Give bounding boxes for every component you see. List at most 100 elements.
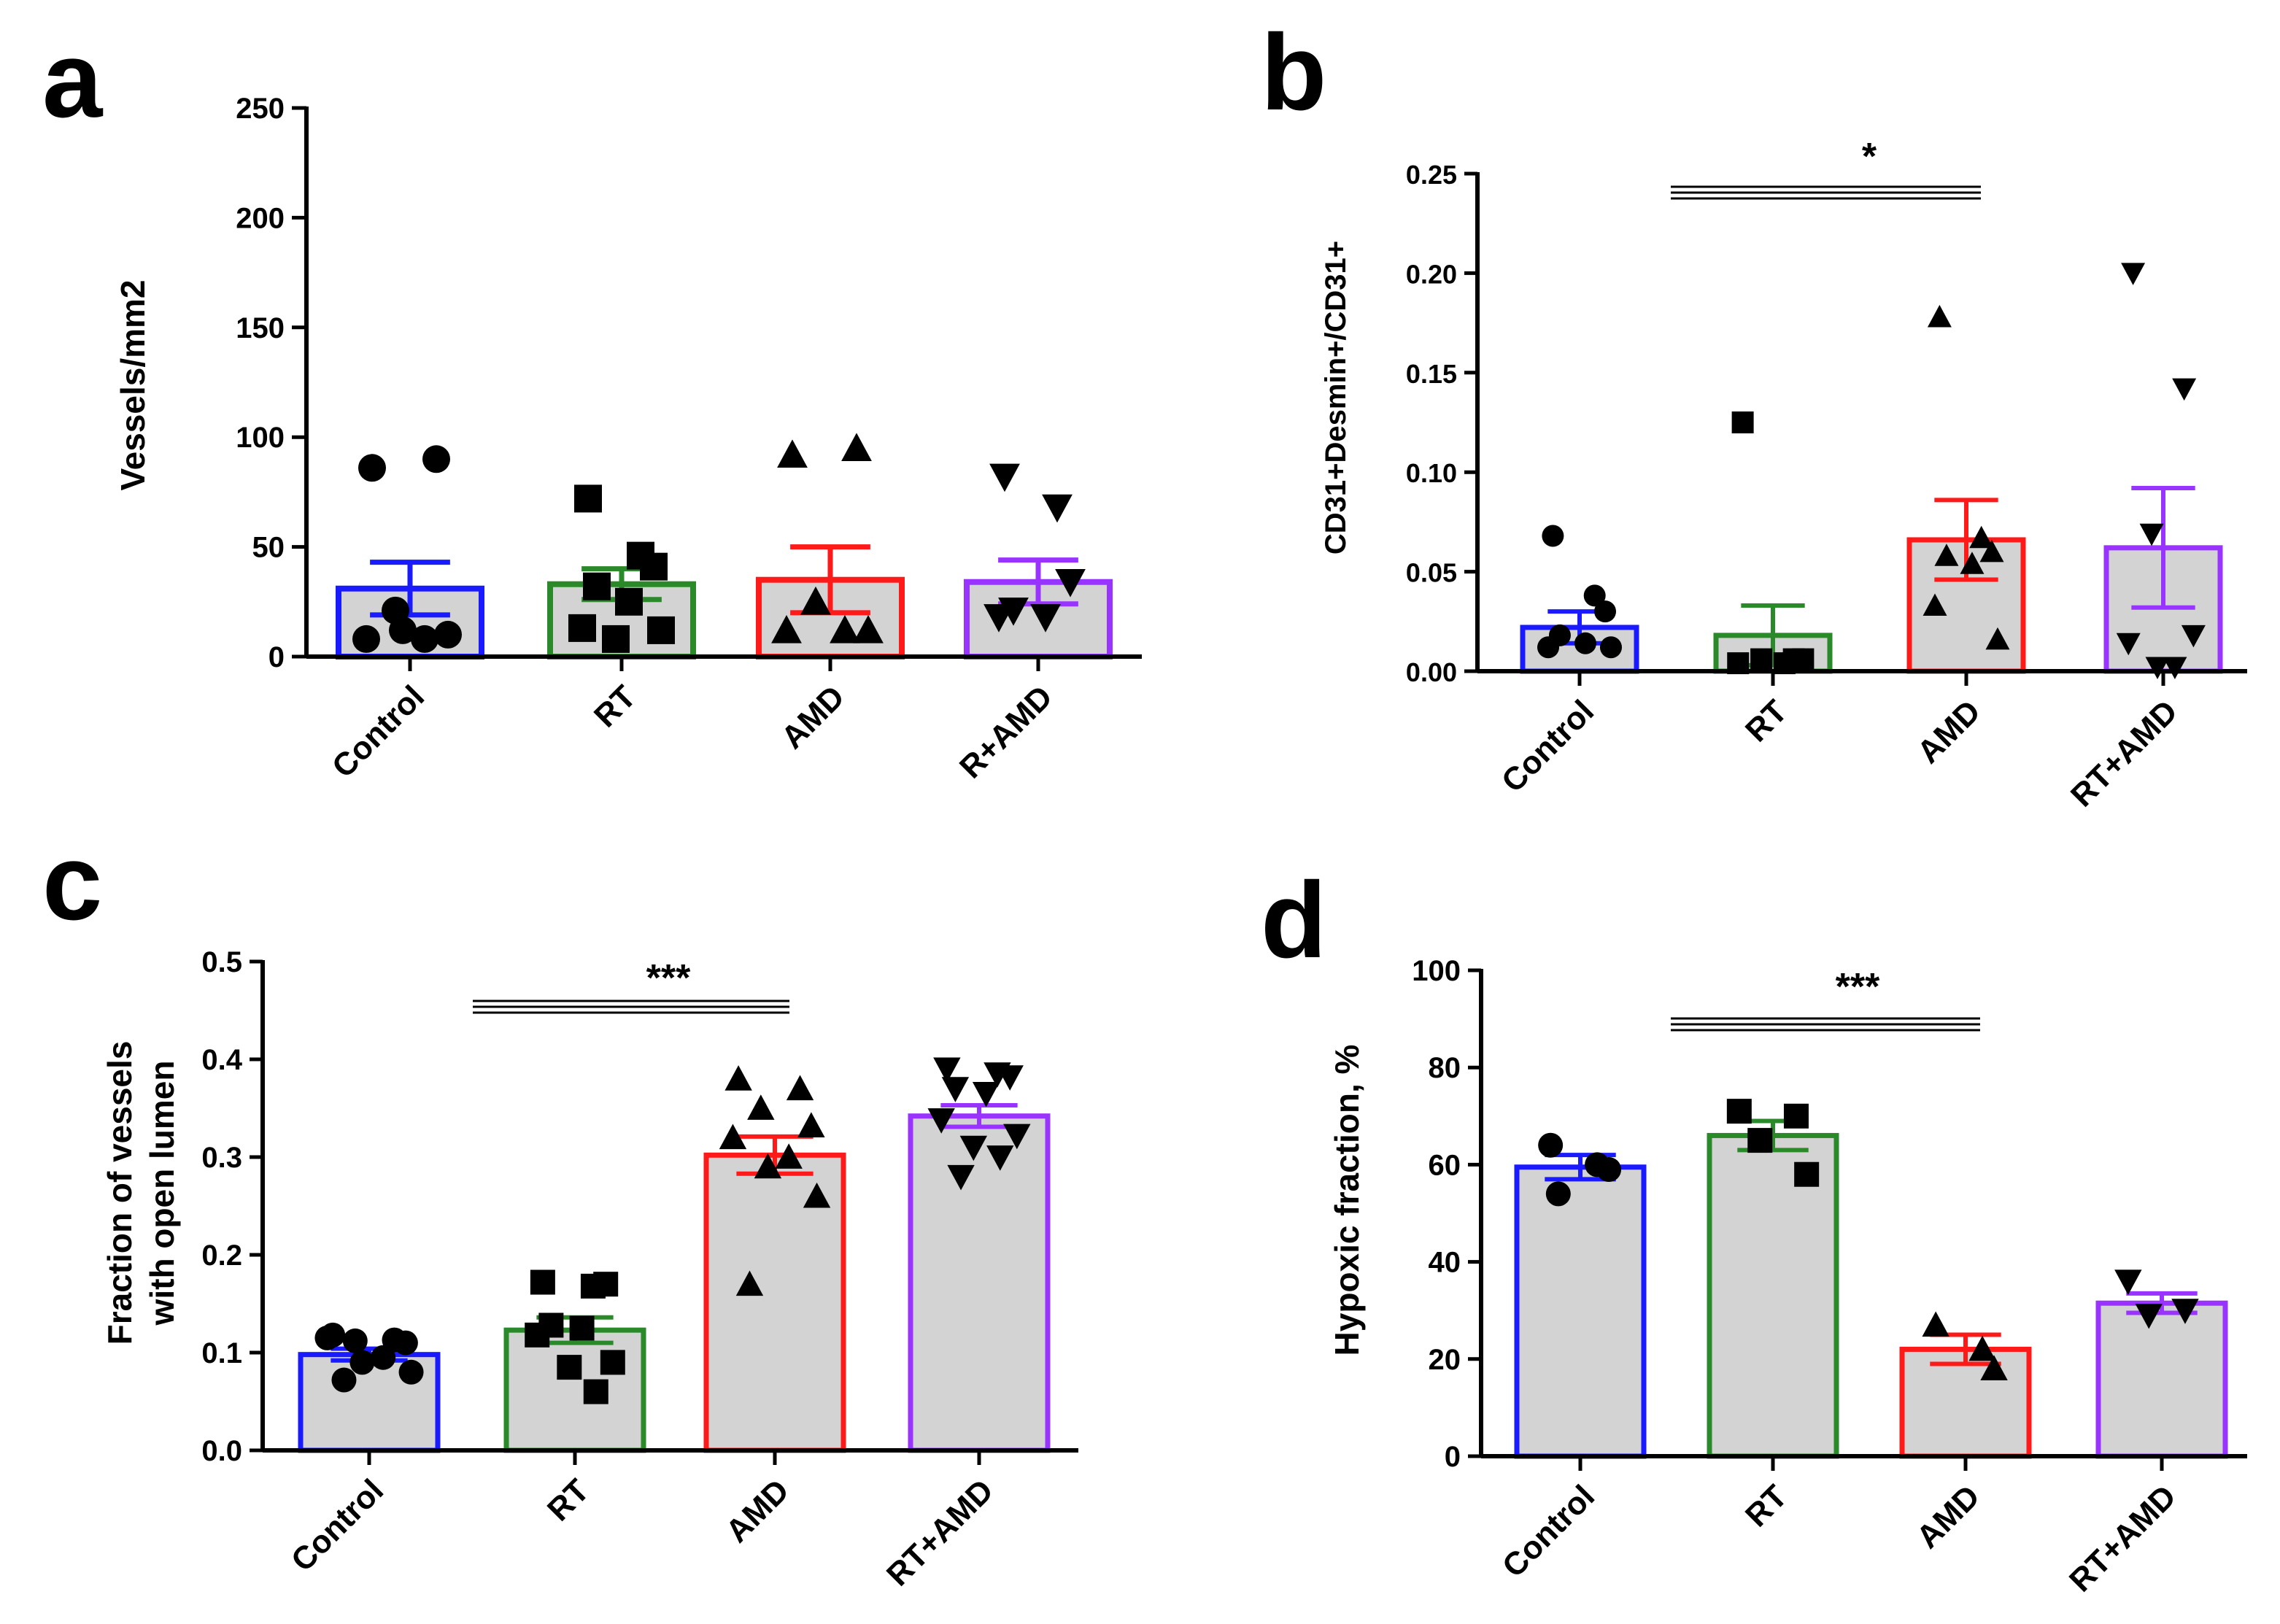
data-point-c-1-2	[593, 1272, 619, 1297]
data-point-d-0-2	[1596, 1157, 1622, 1183]
data-point-d-0-0	[1538, 1132, 1564, 1158]
data-point-b-2-6	[1985, 627, 2010, 650]
data-point-c-2-1	[786, 1075, 814, 1101]
data-point-c-2-0	[724, 1065, 752, 1091]
data-point-c-3-9	[947, 1164, 975, 1191]
data-point-a-3-2	[1055, 568, 1086, 598]
panel-b-y-tick-label: 0.25	[1406, 160, 1457, 190]
panel-a-y-tick-label: 100	[236, 422, 285, 454]
data-point-c-2-7	[803, 1182, 831, 1208]
bar-d-amd	[1899, 1346, 2032, 1459]
panel-c-category-label: Control	[285, 1472, 390, 1578]
data-point-a-2-0	[777, 439, 808, 468]
data-point-a-0-0	[358, 454, 386, 482]
data-point-a-3-0	[989, 463, 1020, 492]
data-point-c-0-3	[393, 1330, 418, 1356]
data-point-b-3-2	[2139, 523, 2164, 546]
panel-d-significance-label: ***	[1836, 966, 1880, 1008]
data-point-d-2-2	[1980, 1355, 2008, 1381]
data-point-a-0-6	[389, 616, 417, 644]
bar-c-rt	[503, 1327, 646, 1453]
panel-c-significance-bracket	[473, 999, 789, 1014]
data-point-b-1-3	[1792, 648, 1815, 670]
panel-b-category-label: RT	[1739, 693, 1794, 749]
panel-b-plot: 0.00 0.05 0.10 0.15 0.20 0.25 Control RT AMD RT+A…	[1406, 160, 2247, 814]
panel-a-y-tick-label: 250	[236, 93, 285, 125]
data-point-b-0-0	[1542, 525, 1564, 547]
panel-a-plot: 0 50 100 150 200 250 Control RT AMD R+AMD	[236, 93, 1142, 786]
panel-c-plot: 0.0 0.1 0.2 0.3 0.4 0.5 Control RT AMD RT+AMD	[201, 946, 1078, 1593]
panel-d-category-label: AMD	[1910, 1478, 1987, 1555]
panel-b-y-tick-label: 0.05	[1406, 558, 1457, 588]
data-point-c-3-5	[927, 1108, 955, 1134]
data-point-a-1-4	[615, 587, 643, 616]
panel-b-y-tick-label: 0.20	[1406, 259, 1457, 289]
panel-b-y-tick-label: 0.00	[1406, 657, 1457, 687]
panel-b-significance-label: *	[1862, 136, 1877, 178]
data-point-c-1-0	[530, 1269, 555, 1295]
data-point-c-3-6	[1003, 1124, 1031, 1150]
data-point-a-2-3	[853, 615, 884, 643]
data-point-b-3-1	[2172, 378, 2197, 401]
panel-a-category-label: Control	[325, 678, 431, 784]
data-point-c-2-3	[797, 1112, 825, 1138]
data-point-b-2-1	[1969, 525, 1994, 549]
data-point-b-2-0	[1927, 304, 1952, 328]
data-point-c-3-7	[959, 1135, 988, 1161]
panel-b-category-label: RT+AMD	[2064, 693, 2184, 813]
data-point-c-2-5	[775, 1143, 803, 1169]
data-point-a-2-2	[800, 586, 831, 615]
panel-d-y-tick-label: 40	[1429, 1247, 1461, 1279]
panel-c-y-tick-label: 0.2	[201, 1240, 242, 1272]
panel-c-category-label: RT	[541, 1472, 596, 1528]
bar-c-rt-amd	[908, 1113, 1051, 1453]
data-point-d-1-0	[1726, 1099, 1752, 1124]
panel-d-category-label: Control	[1496, 1478, 1601, 1584]
data-point-a-0-4	[352, 625, 380, 653]
data-point-d-2-1	[1968, 1335, 1996, 1361]
data-point-c-1-8	[583, 1379, 608, 1404]
data-point-b-0-1	[1583, 584, 1606, 607]
data-point-c-3-0	[933, 1057, 961, 1083]
data-point-b-2-2	[1979, 539, 2004, 562]
panel-d-y-tick-label: 100	[1412, 955, 1461, 987]
data-point-d-1-3	[1794, 1161, 1820, 1187]
data-point-b-1-2	[1750, 648, 1773, 670]
panel-c-category-label: RT+AMD	[880, 1472, 1000, 1593]
panel-d-category-label: RT	[1739, 1478, 1794, 1534]
data-point-b-0-6	[1599, 636, 1622, 659]
panel-d-y-tick-label: 60	[1429, 1149, 1461, 1181]
panel-b-y-tick-label: 0.10	[1406, 458, 1457, 488]
data-point-c-1-5	[525, 1322, 550, 1347]
bar-d-rt-amd	[2095, 1300, 2228, 1459]
data-point-c-0-2	[342, 1328, 368, 1353]
panel-d-y-tick-label: 0	[1445, 1441, 1461, 1473]
data-point-b-2-5	[1922, 593, 1947, 616]
error-bar-b-3	[2131, 486, 2195, 610]
data-point-c-0-5	[371, 1345, 396, 1370]
panel-b-category-label: AMD	[1911, 693, 1988, 770]
panel-d-significance-bracket	[1671, 1017, 1980, 1032]
error-bar-c-3	[940, 1102, 1018, 1129]
panel-c-y-tick-label: 0.4	[201, 1044, 242, 1076]
panel-letter-a: a	[42, 20, 104, 140]
data-point-a-2-1	[841, 433, 872, 462]
data-point-b-0-2	[1594, 600, 1617, 623]
data-point-c-0-4	[314, 1325, 340, 1350]
bar-d-rt	[1707, 1132, 1839, 1459]
data-point-c-1-6	[600, 1350, 625, 1375]
data-point-d-1-2	[1747, 1128, 1773, 1153]
panel-d-plot: 0 20 40 60 80 100 Control RT AMD RT+AMD	[1412, 955, 2247, 1599]
data-point-c-3-3	[941, 1077, 970, 1102]
panel-a-y-tick-label: 150	[236, 312, 285, 344]
data-point-a-1-2	[640, 552, 668, 581]
data-point-c-3-2	[996, 1065, 1024, 1091]
data-point-c-3-8	[986, 1145, 1014, 1171]
panel-d-y-tick-label: 20	[1429, 1344, 1461, 1376]
data-point-c-2-4	[719, 1124, 747, 1150]
data-point-a-0-3	[434, 620, 462, 649]
panel-c-y-axis-title-line2: with open lumen	[143, 1061, 181, 1326]
panel-a-y-tick-label: 200	[236, 202, 285, 234]
data-point-a-3-1	[1042, 494, 1073, 523]
